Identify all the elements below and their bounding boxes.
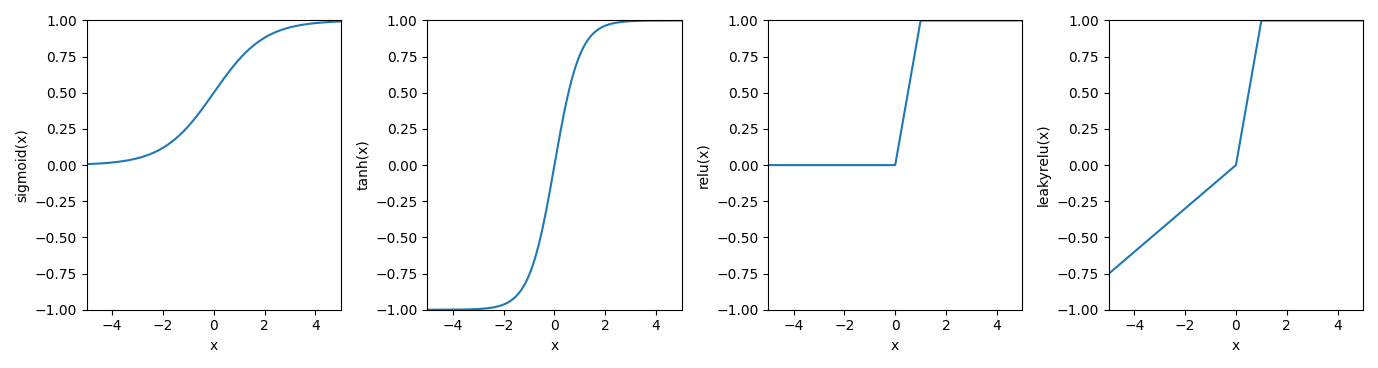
Y-axis label: leakyrelu(x): leakyrelu(x): [1038, 124, 1051, 206]
X-axis label: x: x: [892, 339, 900, 353]
Y-axis label: sigmoid(x): sigmoid(x): [15, 128, 29, 202]
Y-axis label: tanh(x): tanh(x): [356, 140, 369, 191]
X-axis label: x: x: [1232, 339, 1240, 353]
Y-axis label: relu(x): relu(x): [696, 142, 711, 188]
X-axis label: x: x: [550, 339, 558, 353]
X-axis label: x: x: [209, 339, 218, 353]
